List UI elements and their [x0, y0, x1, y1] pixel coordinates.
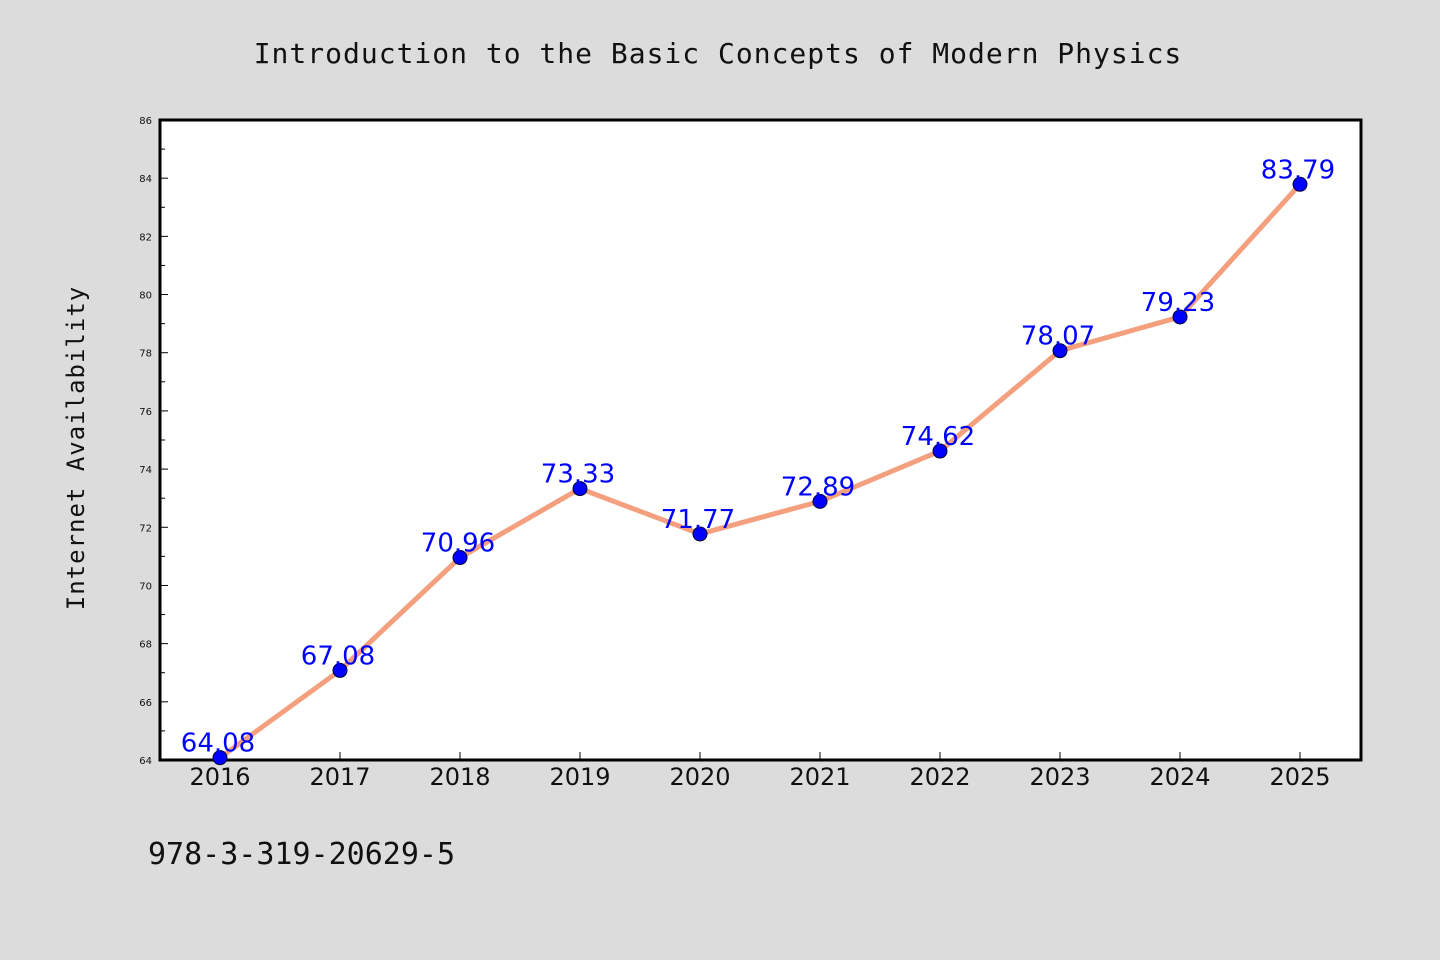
- data-label: 71.77: [661, 505, 735, 535]
- y-tick-label: 78: [139, 349, 152, 360]
- data-point: [1052, 343, 1068, 359]
- data-point: [332, 662, 348, 678]
- series-line: [217, 181, 1303, 761]
- x-tick-label: 2016: [189, 763, 250, 791]
- isbn-code: 978-3-319-20629-5: [148, 837, 455, 872]
- x-tick-label: 2018: [429, 763, 490, 791]
- data-label: 83.79: [1261, 155, 1335, 185]
- data-label: 74.62: [901, 422, 975, 452]
- y-tick-label: 66: [139, 698, 152, 709]
- data-point: [932, 443, 948, 459]
- y-tick-label: 74: [139, 465, 152, 476]
- x-tick-label: 2021: [789, 763, 850, 791]
- y-tick-label: 86: [139, 116, 152, 127]
- data-labels: 64.08 67.08 70.96 73.33 71.77 72.89 74.62 78.07…: [181, 155, 1335, 758]
- y-tick-label: 80: [139, 291, 152, 302]
- x-tick-label: 2017: [309, 763, 370, 791]
- x-tick-label: 2019: [549, 763, 610, 791]
- x-axis: 2016 2017 2018 2019 2020 2021 2022 2023 2024 2025: [189, 752, 1331, 791]
- data-label: 73.33: [541, 460, 615, 490]
- data-point: [1172, 309, 1188, 325]
- data-point: [212, 750, 228, 766]
- y-tick-label: 82: [139, 232, 152, 243]
- data-label: 67.08: [301, 641, 375, 671]
- y-tick-label: 70: [139, 581, 152, 592]
- series-markers: [212, 176, 1308, 766]
- y-axis: 64 66 68 70 72 74 76 78 80 82 84 86: [139, 116, 168, 767]
- y-tick-label: 76: [139, 407, 152, 418]
- chart-title: Introduction to the Basic Concepts of Mo…: [254, 37, 1183, 70]
- x-tick-label: 2025: [1269, 763, 1330, 791]
- x-tick-label: 2023: [1029, 763, 1090, 791]
- data-label: 78.07: [1021, 322, 1095, 352]
- y-tick-label: 68: [139, 640, 152, 651]
- x-tick-label: 2022: [909, 763, 970, 791]
- data-label: 64.08: [181, 729, 255, 759]
- data-point: [812, 493, 828, 509]
- data-point: [692, 526, 708, 542]
- y-tick-label: 72: [139, 523, 152, 534]
- series-line-group: [217, 181, 1303, 761]
- data-point: [452, 550, 468, 566]
- y-tick-label: 84: [139, 174, 152, 185]
- x-tick-label: 2020: [669, 763, 730, 791]
- data-label: 72.89: [781, 472, 855, 502]
- y-axis-label: Internet Availability: [62, 286, 90, 610]
- data-point: [1292, 176, 1308, 192]
- data-label: 70.96: [421, 529, 495, 559]
- y-tick-label: 64: [139, 756, 152, 767]
- data-point: [572, 481, 588, 497]
- data-label: 79.23: [1141, 288, 1215, 318]
- x-tick-label: 2024: [1149, 763, 1210, 791]
